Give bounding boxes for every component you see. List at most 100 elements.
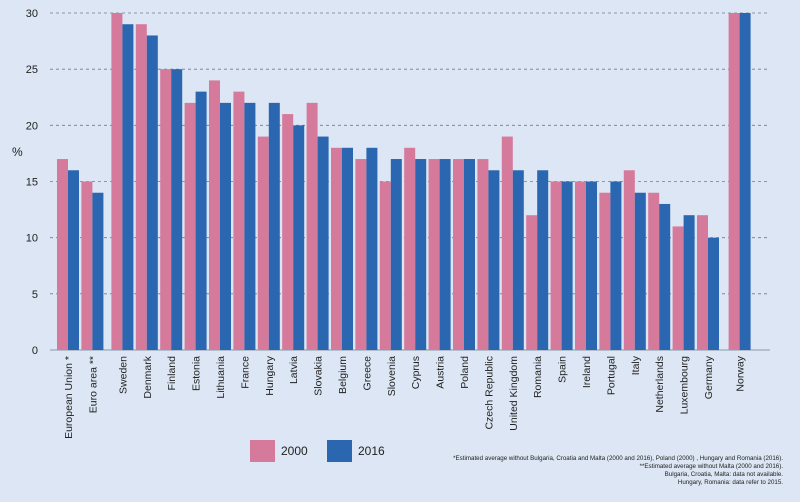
bar-2016 bbox=[293, 125, 305, 350]
bar-2016 bbox=[317, 136, 329, 350]
bar-2000 bbox=[501, 136, 513, 350]
bar-2016 bbox=[488, 170, 500, 350]
x-category-label: United Kingdom bbox=[508, 356, 520, 431]
legend-label: 2000 bbox=[281, 444, 308, 458]
bar-2016 bbox=[146, 35, 158, 350]
x-category-label: Finland bbox=[166, 356, 178, 391]
x-category-label: European Union * bbox=[63, 356, 75, 439]
bar-2016 bbox=[739, 13, 751, 350]
bar-2016 bbox=[390, 159, 402, 350]
x-category-label: Czech Republic bbox=[483, 356, 495, 430]
bar-2000 bbox=[111, 13, 123, 350]
x-category-label: Latvia bbox=[288, 356, 300, 384]
bar-2016 bbox=[439, 159, 451, 350]
bar-2016 bbox=[634, 192, 646, 350]
bar-2016 bbox=[220, 102, 231, 350]
bar-2016 bbox=[561, 181, 573, 350]
bar-2016 bbox=[195, 91, 207, 350]
bar-2000 bbox=[672, 226, 684, 350]
x-category-label: Sweden bbox=[117, 356, 129, 394]
x-category-label: Norway bbox=[735, 355, 747, 391]
bar-2000 bbox=[404, 147, 416, 350]
bar-2000 bbox=[648, 192, 660, 350]
x-category-label: Italy bbox=[630, 355, 642, 375]
footnote-text: Hungary, Romania: data refer to 2015. bbox=[678, 479, 783, 486]
bar-2000 bbox=[57, 159, 68, 350]
bar-2016 bbox=[610, 181, 622, 350]
bar-2000 bbox=[379, 181, 391, 350]
bar-2000 bbox=[728, 13, 740, 350]
x-category-label: Slovenia bbox=[386, 356, 398, 396]
bar-2000 bbox=[135, 24, 147, 350]
bar-2016 bbox=[659, 203, 671, 350]
bar-2000 bbox=[160, 69, 172, 351]
y-tick-label: 25 bbox=[26, 64, 38, 76]
bar-2016 bbox=[415, 159, 427, 350]
y-axis-label: % bbox=[12, 145, 23, 159]
footnote-text: Bulgaria, Croatia, Malta: data not avail… bbox=[665, 471, 784, 478]
x-category-label: Poland bbox=[459, 356, 471, 389]
x-category-label: France bbox=[239, 356, 251, 389]
bar-2000 bbox=[599, 192, 611, 350]
bar-2016 bbox=[683, 215, 695, 350]
y-tick-label: 0 bbox=[32, 345, 38, 357]
y-tick-label: 20 bbox=[26, 120, 38, 132]
x-category-label: Greece bbox=[361, 356, 373, 391]
bar-2016 bbox=[708, 237, 719, 350]
bar-2000 bbox=[282, 114, 294, 350]
x-category-label: Spain bbox=[557, 356, 569, 383]
legend-label: 2016 bbox=[358, 444, 385, 458]
bar-2016 bbox=[92, 192, 104, 350]
x-category-label: Hungary bbox=[264, 355, 276, 395]
bar-2000 bbox=[697, 215, 708, 350]
y-tick-label: 5 bbox=[32, 289, 38, 301]
bar-2000 bbox=[575, 181, 586, 350]
bar-2000 bbox=[209, 80, 220, 351]
x-category-label: Portugal bbox=[605, 356, 617, 395]
x-category-label: Denmark bbox=[142, 355, 154, 398]
bar-2000 bbox=[453, 159, 464, 350]
x-category-label: Luxembourg bbox=[679, 356, 691, 415]
bar-2000 bbox=[331, 147, 342, 350]
bar-2016 bbox=[512, 170, 524, 350]
bar-2000 bbox=[428, 159, 440, 350]
bar-2000 bbox=[81, 181, 93, 350]
footnotes: *Estimated average without Bulgaria, Cro… bbox=[453, 455, 783, 486]
bar-2016 bbox=[537, 170, 549, 350]
y-tick-label: 10 bbox=[26, 233, 38, 245]
bar-2000 bbox=[306, 102, 318, 350]
x-category-label: Euro area ** bbox=[87, 356, 99, 413]
bar-2016 bbox=[68, 170, 79, 350]
y-tick-label: 15 bbox=[26, 177, 38, 189]
x-category-label: Germany bbox=[703, 355, 715, 399]
bar-2000 bbox=[257, 136, 269, 350]
x-category-label: Romania bbox=[532, 356, 544, 398]
legend-swatch bbox=[327, 440, 352, 462]
bar-2000 bbox=[233, 91, 245, 350]
bar-2016 bbox=[244, 102, 256, 350]
bar-2016 bbox=[268, 102, 280, 350]
bar-2000 bbox=[477, 159, 489, 350]
x-category-label: Belgium bbox=[337, 356, 349, 394]
bar-2000 bbox=[623, 170, 635, 350]
bar-2016 bbox=[122, 24, 134, 350]
bar-2016 bbox=[366, 147, 378, 350]
x-category-label: Slovakia bbox=[313, 356, 325, 396]
bar-2000 bbox=[550, 181, 562, 350]
legend: 2000 2016 bbox=[250, 440, 385, 462]
x-category-label: Estonia bbox=[191, 356, 203, 391]
bars bbox=[57, 13, 751, 351]
bar-2000 bbox=[184, 102, 196, 350]
x-axis: European Union * Euro area ** Sweden Denmar… bbox=[63, 355, 747, 439]
bar-2000 bbox=[355, 159, 367, 350]
x-category-label: Cyprus bbox=[410, 356, 422, 389]
y-tick-label: 30 bbox=[26, 8, 38, 20]
x-category-label: Ireland bbox=[581, 356, 593, 388]
bar-2016 bbox=[342, 147, 353, 350]
x-category-label: Lithuania bbox=[215, 356, 227, 399]
footnote-text: *Estimated average without Bulgaria, Cro… bbox=[453, 455, 783, 462]
bar-2016 bbox=[586, 181, 597, 350]
bar-2016 bbox=[171, 69, 183, 351]
